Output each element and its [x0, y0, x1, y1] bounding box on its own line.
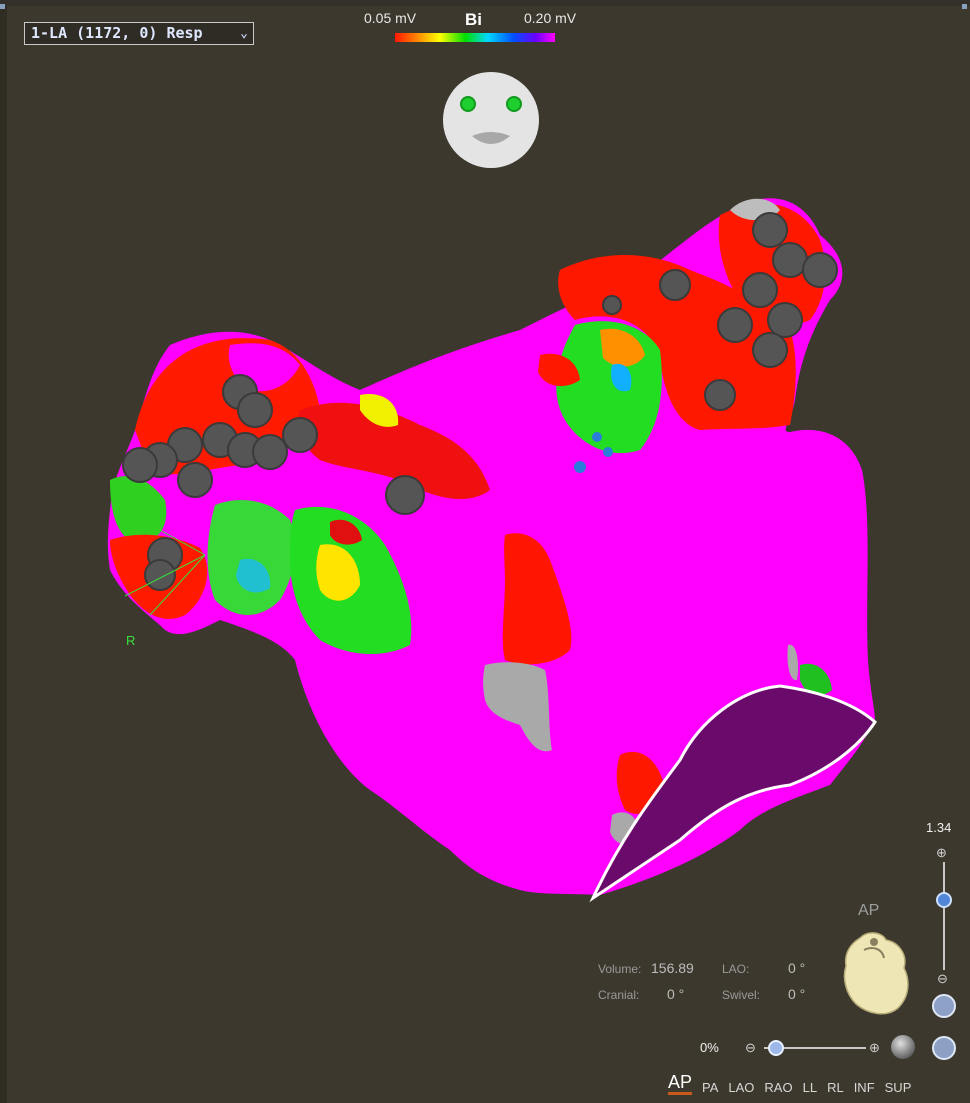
- window-corner-marker: [0, 4, 5, 9]
- orientation-face-icon: [443, 72, 539, 168]
- no-data-region: [787, 644, 798, 681]
- transparency-increase-icon[interactable]: ⊕: [869, 1040, 880, 1055]
- view-button-lao[interactable]: LAO: [728, 1080, 755, 1095]
- swivel-value: 0 °: [788, 986, 806, 1002]
- valve-annulus: [589, 684, 877, 903]
- lao-label: LAO:: [722, 962, 750, 976]
- face-left-eye: [460, 96, 476, 112]
- window-corner-marker: [962, 4, 967, 9]
- view-button-ap[interactable]: AP: [668, 1072, 693, 1095]
- zoom-out-icon[interactable]: ⊖: [937, 971, 948, 986]
- cranial-label: Cranial:: [598, 988, 640, 1002]
- scale-min-label: 0.05 mV: [364, 10, 417, 26]
- reset-view-button[interactable]: [932, 1036, 956, 1060]
- transparency-value: 0%: [700, 1040, 719, 1055]
- left-edge: [0, 0, 7, 1103]
- view-button-pa[interactable]: PA: [702, 1080, 719, 1095]
- view-button-inf[interactable]: INF: [853, 1080, 875, 1095]
- volume-value: 156.89: [651, 960, 694, 976]
- transition-region: [800, 663, 832, 696]
- ablation-lesion: [122, 212, 838, 591]
- chevron-down-icon: ⌄: [240, 26, 248, 41]
- heart-view-button[interactable]: [932, 994, 956, 1018]
- view-button-rl[interactable]: RL: [827, 1080, 844, 1095]
- scale-max-label: 0.20 mV: [524, 10, 577, 26]
- transition-region: [316, 544, 360, 601]
- scale-mode-label: Bi: [465, 10, 482, 29]
- view-buttons: AP PA LAO RAO LL RL INF SUP: [668, 1072, 911, 1095]
- low-voltage-region: [502, 533, 572, 665]
- catheter-marker: [124, 529, 206, 616]
- transparency-decrease-icon[interactable]: ⊖: [745, 1040, 756, 1055]
- transition-region: [207, 500, 296, 615]
- lao-value: 0 °: [788, 960, 806, 976]
- transition-region: [600, 328, 645, 367]
- low-voltage-region: [298, 402, 490, 500]
- transparency-slider-knob[interactable]: [768, 1040, 784, 1056]
- transition-region: [110, 476, 167, 545]
- transition-region: [360, 394, 399, 427]
- heart-orientation-icon[interactable]: [838, 928, 914, 1020]
- view-button-rao[interactable]: RAO: [764, 1080, 793, 1095]
- transition-region: [236, 558, 271, 593]
- zoom-in-icon[interactable]: ⊕: [936, 845, 947, 860]
- orientation-label: AP: [858, 902, 880, 919]
- voltage-color-scale: [395, 33, 555, 42]
- volume-label: Volume:: [598, 962, 642, 976]
- low-voltage-region: [330, 519, 362, 545]
- catheter-point: [574, 432, 613, 473]
- view-button-ll[interactable]: LL: [802, 1080, 818, 1095]
- marker-label: R: [126, 633, 135, 648]
- swivel-label: Swivel:: [722, 988, 761, 1002]
- map-selector[interactable]: 1-LA (1172, 0) Resp ⌄: [24, 22, 254, 45]
- view-button-sup[interactable]: SUP: [884, 1080, 912, 1095]
- sphere-icon[interactable]: [891, 1035, 915, 1059]
- zoom-slider-track[interactable]: [943, 862, 945, 970]
- no-data-region: [483, 662, 552, 752]
- cranial-value: 0 °: [667, 986, 685, 1002]
- zoom-value: 1.34: [926, 820, 952, 835]
- face-mouth: [472, 132, 510, 144]
- map-selector-label: 1-LA (1172, 0) Resp: [31, 24, 203, 42]
- top-edge: [0, 0, 970, 6]
- face-right-eye: [506, 96, 522, 112]
- transition-region: [611, 363, 632, 392]
- zoom-slider-knob[interactable]: [936, 891, 952, 908]
- low-voltage-region: [538, 353, 580, 387]
- transparency-slider-track[interactable]: [764, 1047, 866, 1049]
